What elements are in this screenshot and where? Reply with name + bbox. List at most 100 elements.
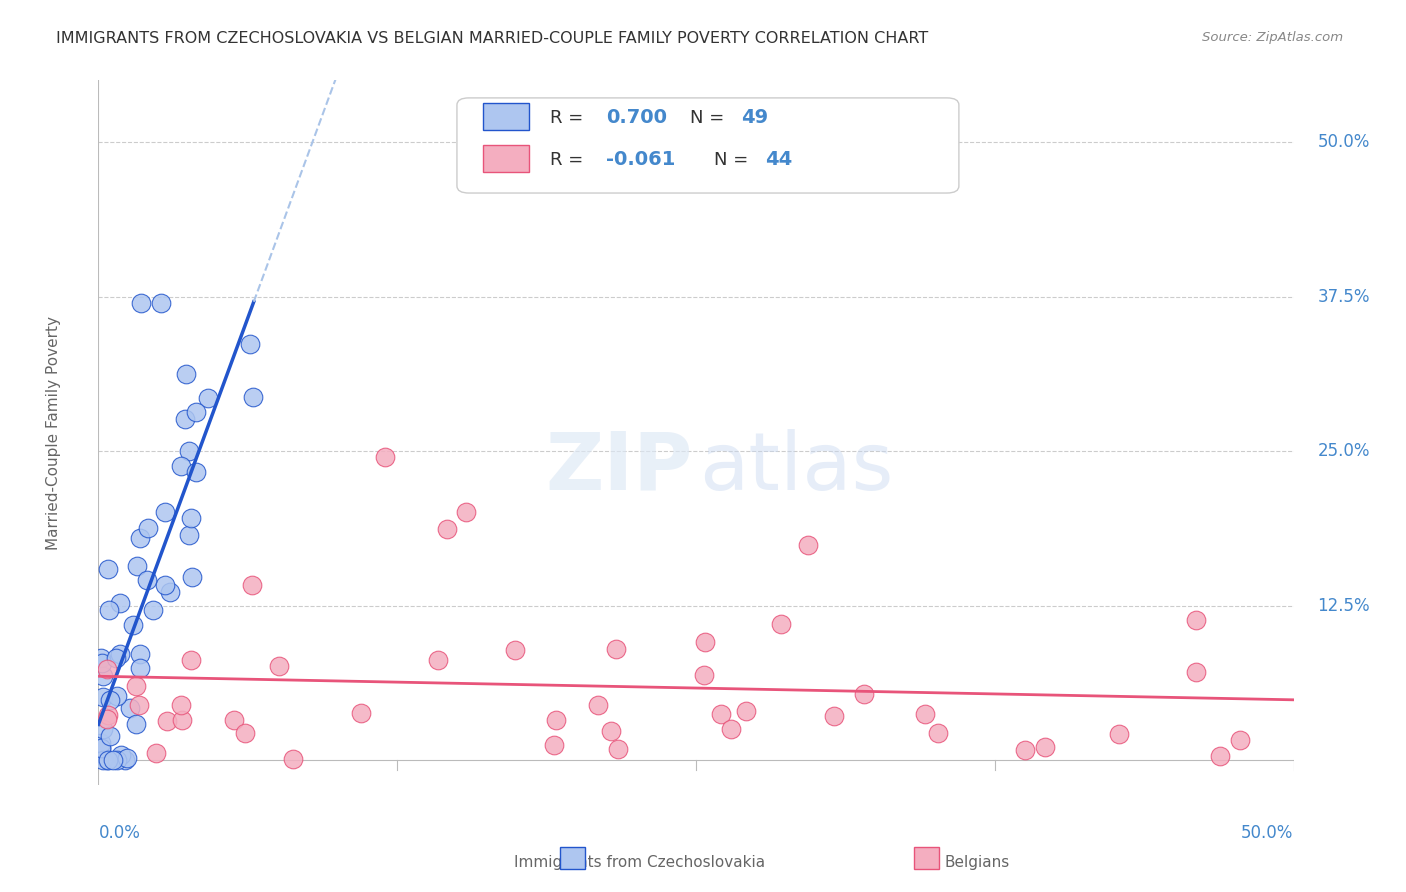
Point	[110, 748, 132, 763]
Point	[177, 443, 200, 458]
Point	[97, 753, 120, 767]
Point	[797, 538, 820, 552]
Point	[97, 707, 120, 722]
Point	[1184, 613, 1206, 627]
Point	[145, 746, 167, 760]
Text: 25.0%: 25.0%	[1317, 442, 1369, 460]
Point	[1229, 733, 1251, 747]
Point	[281, 752, 304, 766]
Point	[1208, 749, 1230, 764]
Point	[1185, 665, 1208, 679]
Point	[693, 668, 716, 682]
Point	[128, 698, 150, 712]
Point	[170, 458, 193, 473]
Point	[107, 753, 129, 767]
Point	[91, 669, 114, 683]
Point	[374, 450, 396, 465]
Point	[454, 505, 477, 519]
Text: ZIP: ZIP	[546, 429, 692, 507]
Point	[129, 647, 152, 661]
Point	[720, 722, 742, 736]
Point	[184, 465, 207, 479]
Point	[90, 651, 112, 665]
Text: 49: 49	[741, 108, 769, 128]
Point	[1108, 727, 1130, 741]
Point	[186, 405, 208, 419]
Point	[350, 706, 373, 720]
Point	[224, 714, 246, 728]
Point	[543, 739, 565, 753]
Point	[103, 753, 125, 767]
Text: atlas: atlas	[700, 429, 894, 507]
Point	[93, 722, 115, 736]
Text: R =: R =	[550, 109, 589, 127]
Point	[98, 693, 121, 707]
Point	[914, 707, 936, 722]
Point	[436, 523, 458, 537]
FancyBboxPatch shape	[457, 98, 959, 193]
Point	[142, 603, 165, 617]
Text: 37.5%: 37.5%	[1317, 287, 1369, 306]
Point	[197, 391, 219, 405]
Text: Belgians: Belgians	[945, 855, 1010, 870]
Point	[927, 726, 949, 740]
Text: 0.0%: 0.0%	[98, 823, 141, 842]
Text: N =: N =	[714, 151, 754, 169]
Text: 50.0%: 50.0%	[1241, 823, 1294, 842]
Text: 0.700: 0.700	[606, 108, 668, 128]
Point	[114, 753, 136, 767]
Point	[98, 729, 121, 743]
Point	[179, 527, 201, 541]
Point	[98, 603, 121, 617]
Point	[710, 707, 733, 722]
Text: 12.5%: 12.5%	[1317, 597, 1369, 615]
Point	[104, 650, 127, 665]
Point	[242, 390, 264, 404]
Point	[125, 559, 148, 574]
Point	[129, 531, 152, 545]
Point	[427, 653, 450, 667]
Text: IMMIGRANTS FROM CZECHOSLOVAKIA VS BELGIAN MARRIED-COUPLE FAMILY POVERTY CORRELAT: IMMIGRANTS FROM CZECHOSLOVAKIA VS BELGIA…	[56, 31, 928, 46]
Text: Married-Couple Family Poverty: Married-Couple Family Poverty	[45, 316, 60, 549]
Point	[233, 726, 256, 740]
Point	[96, 712, 118, 726]
Point	[129, 661, 152, 675]
Point	[125, 717, 148, 731]
Text: -0.061: -0.061	[606, 151, 676, 169]
Point	[1014, 743, 1036, 757]
Point	[240, 577, 263, 591]
Point	[769, 616, 792, 631]
Point	[607, 742, 630, 756]
Text: 44: 44	[765, 151, 793, 169]
Point	[136, 573, 159, 587]
Point	[115, 751, 138, 765]
Point	[173, 411, 195, 425]
Point	[155, 505, 177, 519]
Text: R =: R =	[550, 151, 589, 169]
Point	[91, 656, 114, 670]
Point	[110, 647, 132, 661]
Point	[149, 295, 172, 310]
Text: 50.0%: 50.0%	[1317, 133, 1369, 151]
Point	[138, 521, 160, 535]
Text: Immigrants from Czechoslovakia: Immigrants from Czechoslovakia	[515, 855, 765, 870]
Point	[96, 662, 118, 676]
Point	[90, 736, 112, 750]
Point	[180, 653, 202, 667]
Point	[586, 698, 609, 713]
Point	[120, 700, 142, 714]
Point	[108, 595, 131, 609]
Point	[734, 704, 756, 718]
Point	[1033, 739, 1056, 754]
Text: N =: N =	[690, 109, 730, 127]
Point	[239, 337, 262, 351]
FancyBboxPatch shape	[484, 145, 529, 172]
Point	[97, 562, 120, 576]
Point	[176, 367, 198, 381]
Point	[90, 740, 112, 755]
Point	[96, 753, 118, 767]
Point	[269, 659, 291, 673]
Point	[90, 741, 112, 756]
Point	[823, 709, 845, 723]
Point	[153, 577, 176, 591]
